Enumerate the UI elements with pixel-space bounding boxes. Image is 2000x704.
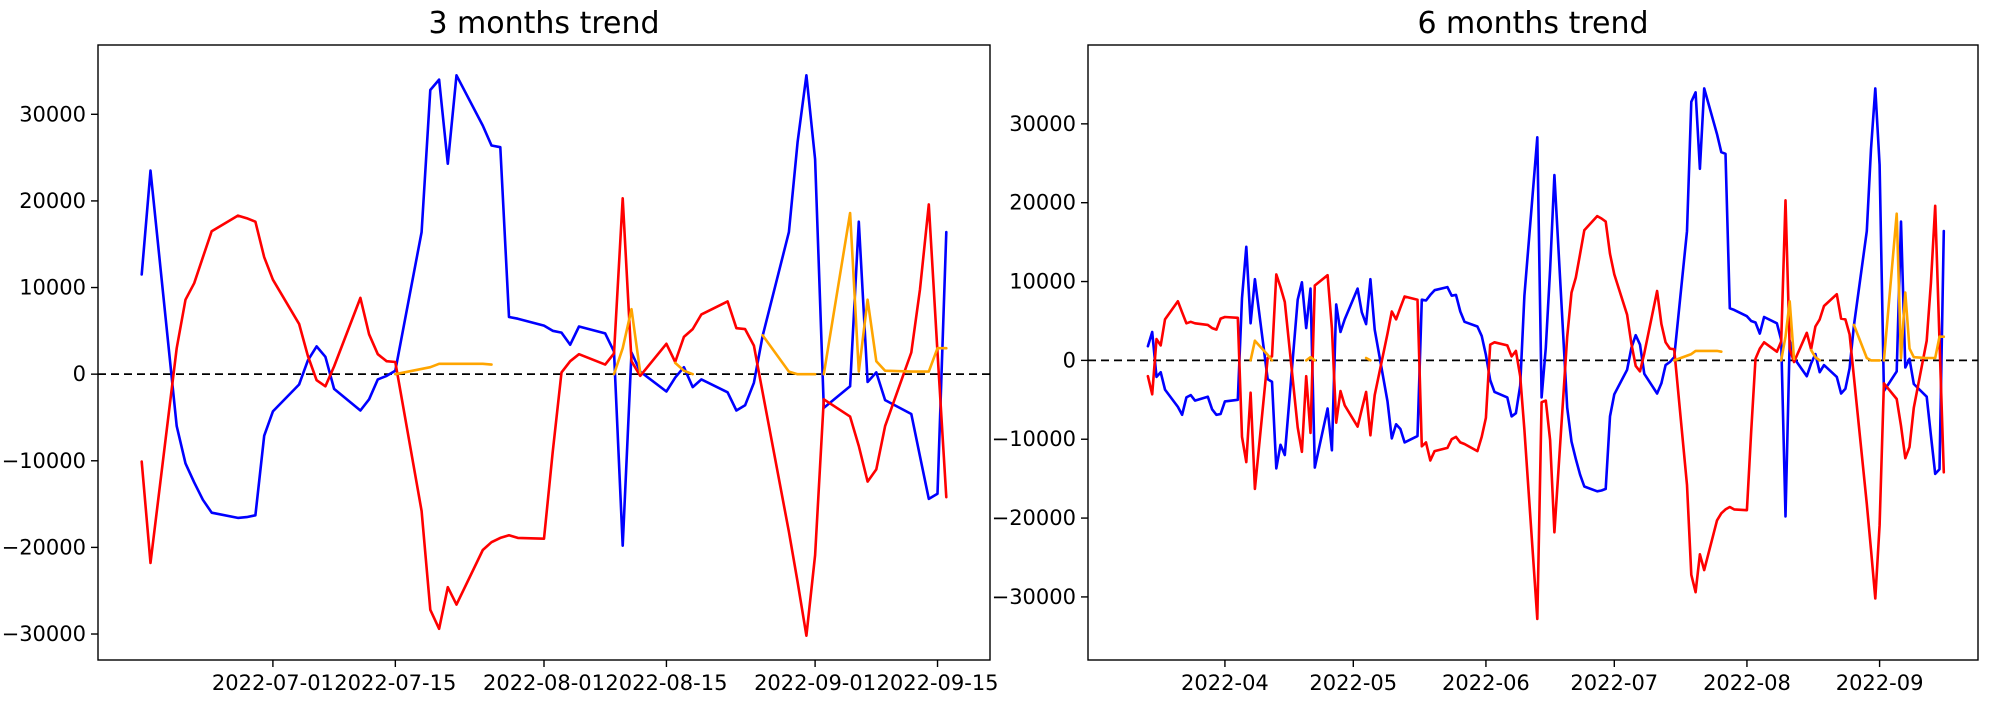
y-tick-label: 20000 bbox=[1009, 191, 1076, 215]
red-series-line bbox=[1146, 199, 1946, 621]
y-tick-label: −20000 bbox=[2, 535, 86, 559]
y-tick-label: 0 bbox=[73, 362, 86, 386]
x-tick-label: 2022-04 bbox=[1181, 671, 1269, 695]
y-tick-label: 10000 bbox=[19, 276, 86, 300]
x-tick-label: 2022-07-01 bbox=[212, 671, 334, 695]
y-tick-label: 30000 bbox=[19, 102, 86, 126]
x-tick-label: 2022-09-01 bbox=[754, 671, 876, 695]
chart-3-months-trend: 2022-07-01 2022-07-15 2022-08-01 2022-08-15… bbox=[2, 44, 999, 695]
blue-series-line bbox=[140, 74, 948, 548]
orange-series-line bbox=[1852, 323, 1881, 362]
orange-series-line bbox=[1809, 348, 1821, 362]
x-tick-label: 2022-06 bbox=[1442, 671, 1530, 695]
y-tick-label: −20000 bbox=[992, 506, 1076, 530]
chart-title-3-months: 3 months trend bbox=[428, 6, 659, 41]
orange-series-line bbox=[673, 361, 695, 376]
orange-series-line bbox=[1364, 356, 1372, 362]
y-tick-label: −30000 bbox=[2, 622, 86, 646]
y-tick-label: 10000 bbox=[1009, 270, 1076, 294]
red-series-line bbox=[140, 197, 948, 638]
chart-6-months-trend: 2022-04 2022-05 2022-06 2022-07 2022-08 2022-… bbox=[992, 44, 1979, 695]
x-tick-label: 2022-09-15 bbox=[877, 671, 999, 695]
plot-border bbox=[97, 44, 991, 661]
orange-series-line bbox=[612, 307, 642, 376]
orange-series-line bbox=[822, 211, 948, 376]
y-tick-label: −10000 bbox=[2, 449, 86, 473]
x-tick-label: 2022-07 bbox=[1570, 671, 1658, 695]
x-tick-label: 2022-08-15 bbox=[605, 671, 727, 695]
chart-title-6-months: 6 months trend bbox=[1417, 6, 1648, 41]
plot-border bbox=[1087, 44, 1979, 661]
orange-series-line bbox=[1672, 349, 1723, 362]
y-tick-label: 0 bbox=[1063, 348, 1076, 372]
orange-series-line bbox=[393, 362, 493, 376]
orange-series-line bbox=[761, 333, 817, 376]
orange-series-line bbox=[1304, 355, 1317, 362]
y-tick-label: −10000 bbox=[992, 427, 1076, 451]
orange-series-line bbox=[1882, 212, 1946, 362]
y-tick-label: −30000 bbox=[992, 585, 1076, 609]
x-tick-label: 2022-07-15 bbox=[334, 671, 456, 695]
orange-series-line bbox=[1249, 339, 1274, 362]
x-tick-label: 2022-08 bbox=[1703, 671, 1791, 695]
x-tick-label: 2022-09 bbox=[1836, 671, 1924, 695]
blue-series-line bbox=[1146, 87, 1946, 518]
x-tick-label: 2022-08-01 bbox=[483, 671, 605, 695]
y-tick-label: 20000 bbox=[19, 189, 86, 213]
x-tick-label: 2022-05 bbox=[1309, 671, 1397, 695]
orange-series-line bbox=[1779, 299, 1796, 362]
y-tick-label: 30000 bbox=[1009, 112, 1076, 136]
